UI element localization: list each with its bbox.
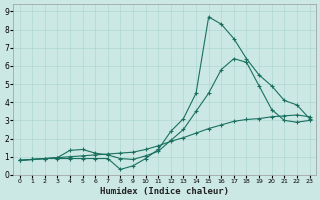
X-axis label: Humidex (Indice chaleur): Humidex (Indice chaleur) bbox=[100, 187, 229, 196]
